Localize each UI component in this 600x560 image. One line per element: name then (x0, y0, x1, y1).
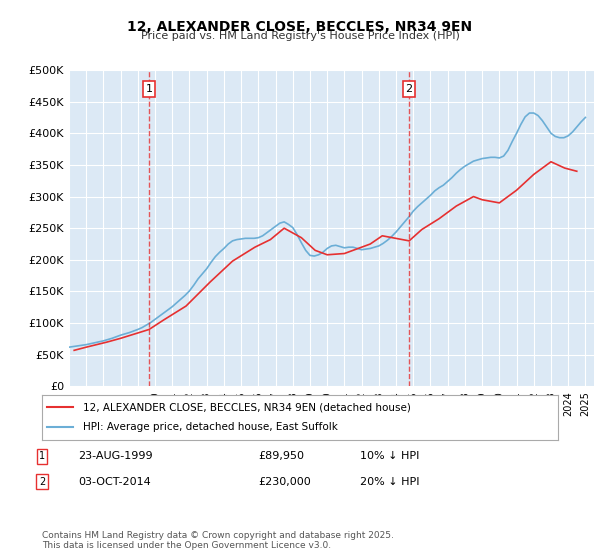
Text: £89,950: £89,950 (258, 451, 304, 461)
Text: HPI: Average price, detached house, East Suffolk: HPI: Average price, detached house, East… (83, 422, 338, 432)
Text: 10% ↓ HPI: 10% ↓ HPI (360, 451, 419, 461)
Text: 23-AUG-1999: 23-AUG-1999 (78, 451, 152, 461)
Text: 12, ALEXANDER CLOSE, BECCLES, NR34 9EN: 12, ALEXANDER CLOSE, BECCLES, NR34 9EN (127, 20, 473, 34)
Text: 03-OCT-2014: 03-OCT-2014 (78, 477, 151, 487)
Text: 12, ALEXANDER CLOSE, BECCLES, NR34 9EN (detached house): 12, ALEXANDER CLOSE, BECCLES, NR34 9EN (… (83, 402, 411, 412)
Text: 1: 1 (39, 451, 45, 461)
Text: 20% ↓ HPI: 20% ↓ HPI (360, 477, 419, 487)
Text: £230,000: £230,000 (258, 477, 311, 487)
Text: Price paid vs. HM Land Registry's House Price Index (HPI): Price paid vs. HM Land Registry's House … (140, 31, 460, 41)
Text: Contains HM Land Registry data © Crown copyright and database right 2025.
This d: Contains HM Land Registry data © Crown c… (42, 530, 394, 550)
Text: 2: 2 (39, 477, 45, 487)
Text: 1: 1 (146, 84, 152, 94)
Text: 2: 2 (406, 84, 413, 94)
